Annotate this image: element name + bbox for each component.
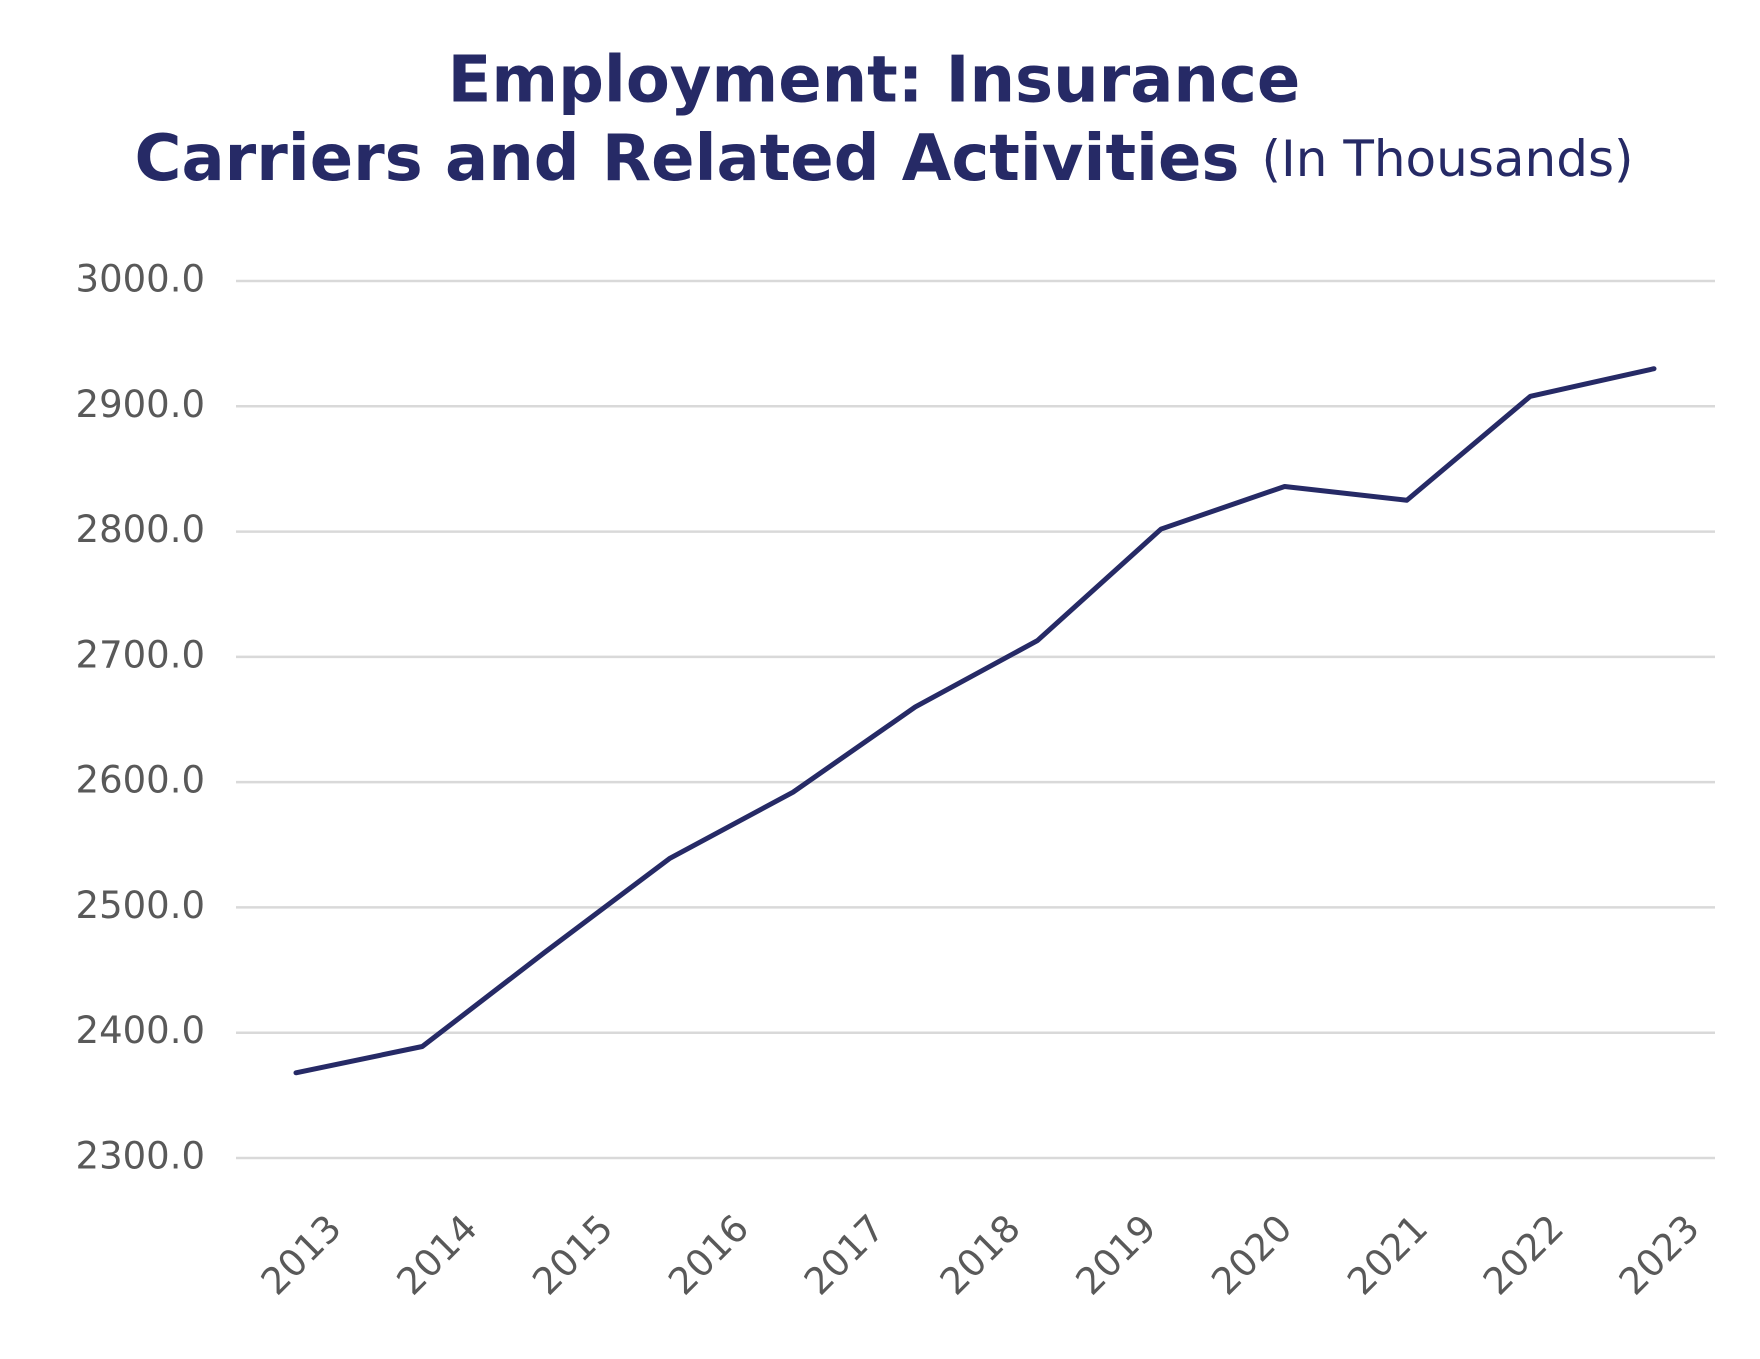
- x-tick-label: 2014: [389, 1206, 486, 1303]
- x-tick-label: 2019: [1068, 1206, 1165, 1303]
- chart-subtitle: (In Thousands): [1261, 130, 1633, 188]
- x-tick-label: 2016: [660, 1206, 757, 1303]
- x-tick-label: 2018: [932, 1206, 1029, 1303]
- y-tick-label: 2400.0: [76, 1009, 205, 1052]
- y-tick-label: 2300.0: [76, 1135, 205, 1178]
- x-tick-label: 2020: [1203, 1206, 1300, 1303]
- x-tick-label: 2022: [1475, 1206, 1572, 1303]
- y-tick-label: 2500.0: [76, 884, 205, 927]
- chart-title: Employment: Insurance: [448, 44, 1301, 118]
- chart-title-line: Carriers and Related Activities (In Thous…: [134, 122, 1633, 196]
- chart-title: Carriers and Related Activities: [134, 122, 1239, 196]
- y-tick-label: 2800.0: [76, 508, 205, 551]
- y-tick-label: 2600.0: [76, 759, 205, 802]
- line: [293, 366, 1657, 1076]
- y-tick-label: 3000.0: [76, 258, 205, 301]
- y-tick-label: 2700.0: [76, 633, 205, 676]
- x-tick-label: 2021: [1339, 1206, 1436, 1303]
- x-tick-label: 2015: [524, 1206, 621, 1303]
- x-tick-label: 2013: [253, 1206, 350, 1303]
- x-tick-label: 2023: [1611, 1206, 1708, 1303]
- x-tick-label: 2017: [796, 1206, 893, 1303]
- y-tick-label: 2900.0: [76, 383, 205, 426]
